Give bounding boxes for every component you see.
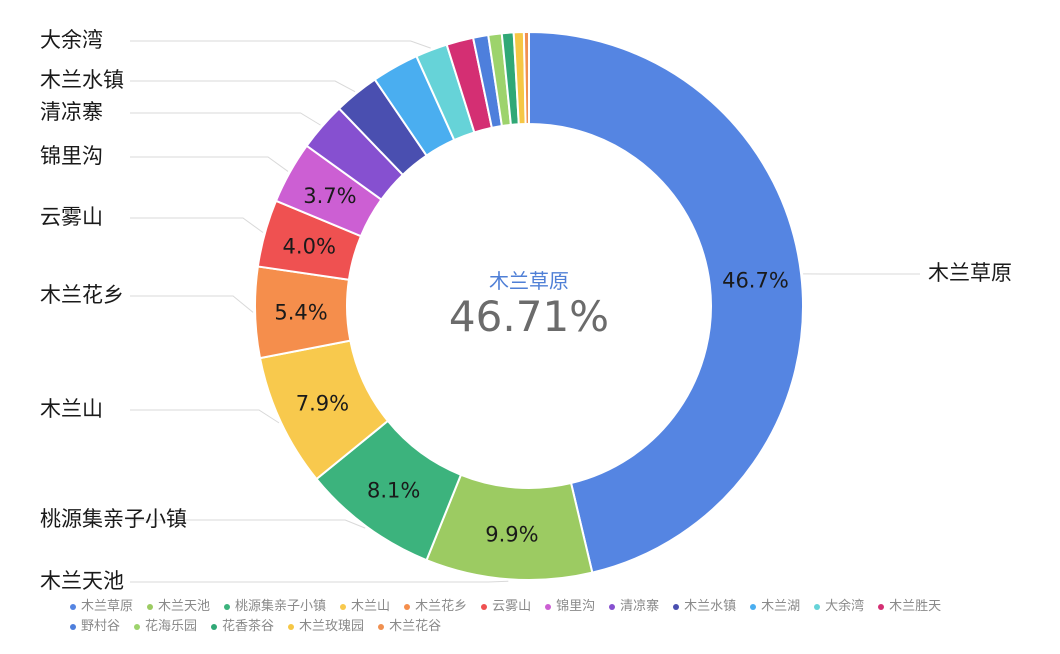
legend-dot-icon xyxy=(70,624,76,630)
leader-lines xyxy=(130,40,920,583)
slice-1[interactable] xyxy=(528,30,804,574)
slice-outside-label-5: 木兰花乡 xyxy=(40,283,124,307)
legend-dot-icon xyxy=(288,624,295,630)
legend-item-10[interactable]: 木兰湖 xyxy=(750,597,800,617)
legend-item-8[interactable]: 清凉寨 xyxy=(609,597,659,617)
legend-dot-icon xyxy=(211,624,218,630)
legend-item-9[interactable]: 木兰水镇 xyxy=(673,597,736,617)
legend-item-13[interactable]: 野村谷 xyxy=(70,617,120,637)
legend-dot-icon xyxy=(404,604,411,610)
legend-dot-icon xyxy=(378,624,385,630)
legend-item-6[interactable]: 云雾山 xyxy=(481,597,531,617)
legend-label: 花香茶谷 xyxy=(222,619,275,634)
slice-outside-label-7: 锦里沟 xyxy=(40,144,103,168)
legend-item-11[interactable]: 大余湾 xyxy=(814,597,864,617)
slice-pct-label-1: 46.7% xyxy=(722,268,789,292)
slice-outside-label-1: 木兰草原 xyxy=(928,261,1012,285)
legend-item-4[interactable]: 木兰山 xyxy=(340,597,390,617)
slice-outside-label-11: 大余湾 xyxy=(40,28,103,52)
slice-outside-label-8: 清凉寨 xyxy=(40,100,103,124)
legend-item-16[interactable]: 木兰玫瑰园 xyxy=(288,617,364,637)
legend-item-5[interactable]: 木兰花乡 xyxy=(404,597,467,617)
legend-dot-icon xyxy=(673,604,680,610)
leader-line-2 xyxy=(130,580,509,583)
slice-percentage-labels: 46.7% 9.9% 8.1% 7.9% 5.4% 4.0% 3.7% xyxy=(274,184,788,546)
leader-line-7 xyxy=(130,156,289,172)
legend-label: 木兰花谷 xyxy=(389,619,442,634)
legend-label: 木兰草原 xyxy=(81,599,134,614)
leader-line-4 xyxy=(130,409,280,424)
slice-pct-label-6: 4.0% xyxy=(283,234,336,258)
legend-dot-icon xyxy=(750,604,757,610)
legend-item-15[interactable]: 花香茶谷 xyxy=(211,617,274,637)
legend-dot-icon xyxy=(878,604,885,610)
legend-dot-icon xyxy=(481,604,488,610)
slice-outside-label-2: 木兰天池 xyxy=(40,569,124,593)
slice-pct-label-4: 7.9% xyxy=(296,392,349,416)
legend-label: 木兰天池 xyxy=(158,599,211,614)
legend-label: 野村谷 xyxy=(81,619,121,634)
slice-pct-label-3: 8.1% xyxy=(367,478,420,502)
center-series-name: 木兰草原 xyxy=(489,269,569,293)
slice-outside-label-6: 云雾山 xyxy=(40,205,103,229)
legend-item-1[interactable]: 木兰草原 xyxy=(70,597,133,617)
legend-item-14[interactable]: 花海乐园 xyxy=(134,617,197,637)
legend-item-12[interactable]: 木兰胜天 xyxy=(878,597,941,617)
legend-label: 云雾山 xyxy=(492,599,532,614)
legend-label: 木兰花乡 xyxy=(415,599,468,614)
slice-outside-label-9: 木兰水镇 xyxy=(40,68,124,92)
legend-dot-icon xyxy=(147,604,154,610)
legend-label: 花海乐园 xyxy=(145,619,198,634)
legend-label: 桃源集亲子小镇 xyxy=(235,599,327,614)
slice-pct-label-7: 3.7% xyxy=(303,184,356,208)
slice-pct-label-5: 5.4% xyxy=(274,300,327,324)
legend-dot-icon xyxy=(70,604,76,610)
legend-label: 清凉寨 xyxy=(620,599,660,614)
leader-line-11 xyxy=(130,40,431,49)
legend-label: 木兰水镇 xyxy=(684,599,737,614)
legend-item-2[interactable]: 木兰天池 xyxy=(147,597,210,617)
legend-label: 木兰湖 xyxy=(761,599,801,614)
leader-line-6 xyxy=(130,217,264,233)
center-series-value: 46.71% xyxy=(449,292,609,341)
slice-pct-label-2: 9.9% xyxy=(485,522,538,546)
legend-label: 大余湾 xyxy=(825,599,865,614)
slice-outside-label-4: 木兰山 xyxy=(40,397,103,421)
legend: 木兰草原 木兰天池 桃源集亲子小镇 木兰山 木兰花乡 云雾山 锦里沟 清凉寨 木兰水镇 木兰湖 大余… xyxy=(70,597,1010,637)
legend-item-3[interactable]: 桃源集亲子小镇 xyxy=(224,597,326,617)
leader-line-3 xyxy=(130,519,366,529)
slice-outside-label-3: 桃源集亲子小镇 xyxy=(40,507,187,531)
legend-item-7[interactable]: 锦里沟 xyxy=(545,597,595,617)
legend-dot-icon xyxy=(224,604,231,610)
legend-dot-icon xyxy=(609,604,616,610)
legend-label: 锦里沟 xyxy=(556,599,596,614)
legend-label: 木兰山 xyxy=(351,599,391,614)
slice-17[interactable] xyxy=(522,30,530,126)
donut-slices xyxy=(254,30,804,581)
leader-line-9 xyxy=(130,80,356,93)
legend-dot-icon xyxy=(134,624,141,630)
legend-dot-icon xyxy=(814,604,821,610)
legend-item-17[interactable]: 木兰花谷 xyxy=(378,617,441,637)
legend-dot-icon xyxy=(340,604,347,610)
legend-label: 木兰胜天 xyxy=(889,599,942,614)
leader-line-8 xyxy=(130,112,321,126)
legend-label: 木兰玫瑰园 xyxy=(299,619,365,634)
legend-dot-icon xyxy=(545,604,552,610)
leader-line-5 xyxy=(130,295,254,313)
